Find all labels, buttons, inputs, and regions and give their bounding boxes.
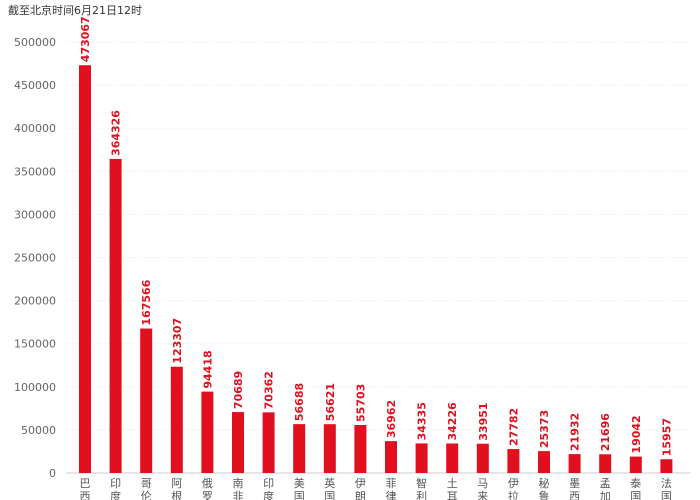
data-label: 167566 [140, 279, 153, 325]
x-tick-label: 伊朗 [355, 477, 366, 500]
data-label: 25373 [538, 410, 551, 448]
bar [660, 459, 673, 473]
bar [232, 412, 244, 473]
y-tick-label: 50000 [21, 424, 56, 437]
bar [507, 449, 520, 473]
y-tick-label: 500000 [14, 36, 56, 49]
y-tick-label: 350000 [14, 165, 56, 178]
data-label: 27782 [507, 408, 520, 446]
x-tick-label: 菲律 [386, 477, 397, 500]
y-tick-label: 450000 [14, 79, 56, 92]
data-label: 36962 [385, 400, 398, 438]
y-tick-label: 0 [49, 467, 56, 480]
y-tick-label: 250000 [14, 252, 56, 265]
x-tick-label: 孟加 [600, 477, 611, 500]
data-label: 70362 [263, 371, 276, 409]
bar [629, 456, 642, 473]
data-label: 56621 [324, 383, 337, 421]
x-tick-label: 印度 [110, 477, 121, 500]
x-tick-label: 哥伦 [141, 477, 152, 500]
data-label: 56688 [293, 383, 306, 421]
x-tick-label: 英国 [324, 476, 335, 500]
bar [201, 391, 214, 473]
x-tick-label: 马来 [477, 477, 488, 500]
data-label: 364326 [110, 110, 123, 156]
bar [293, 424, 306, 473]
x-tick-label: 泰国 [630, 476, 641, 500]
data-label: 123307 [171, 318, 184, 364]
x-tick-label: 土耳 [447, 477, 458, 500]
x-tick-label: 巴西 [80, 477, 91, 500]
bar [538, 451, 550, 473]
data-label: 21932 [569, 413, 582, 451]
bar [170, 366, 183, 473]
data-label: 19042 [630, 415, 643, 453]
bar [140, 328, 153, 473]
chart-subtitle: 截至北京时间6月21日12时 [8, 4, 142, 17]
x-tick-label: 伊拉 [508, 477, 519, 500]
bar [385, 441, 397, 473]
bar [568, 454, 581, 473]
data-label: 473067 [79, 16, 92, 62]
x-tick-label: 法国 [661, 476, 672, 500]
bar [79, 65, 91, 473]
y-tick-label: 150000 [14, 338, 56, 351]
data-label: 21696 [599, 413, 612, 452]
x-tick-label: 墨西 [569, 477, 580, 500]
data-label: 70689 [232, 371, 245, 409]
data-label: 94418 [201, 350, 214, 388]
x-tick-label: 阿根 [171, 477, 182, 500]
data-label: 33951 [477, 402, 490, 440]
y-tick-label: 100000 [14, 381, 56, 394]
x-tick-label: 南非 [233, 477, 244, 500]
data-label: 34226 [446, 402, 459, 441]
y-tick-label: 200000 [14, 295, 56, 308]
bar [109, 158, 122, 473]
bar [446, 443, 459, 473]
x-tick-label: 秘鲁 [539, 476, 550, 500]
data-label: 55703 [354, 384, 367, 422]
data-label: 34335 [416, 402, 429, 440]
x-tick-label: 俄罗 [202, 477, 213, 500]
y-tick-label: 400000 [14, 122, 56, 135]
bar [599, 454, 612, 473]
y-tick-label: 300000 [14, 208, 56, 221]
bar [262, 412, 275, 473]
bar [415, 443, 428, 473]
bar [354, 424, 367, 473]
bar [476, 443, 489, 473]
x-tick-label: 智利 [416, 476, 427, 500]
x-tick-label: 美国 [294, 477, 305, 500]
bar [323, 424, 336, 473]
x-tick-label: 印度 [263, 477, 274, 500]
data-label: 15957 [660, 418, 673, 456]
